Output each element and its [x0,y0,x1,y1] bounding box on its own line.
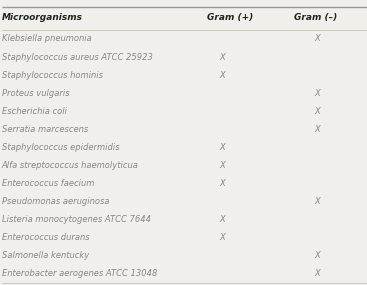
Text: Microorganisms: Microorganisms [2,13,83,22]
Text: Enterobacter aerogenes ATCC 13048: Enterobacter aerogenes ATCC 13048 [2,269,157,278]
Text: Enterococcus faecium: Enterococcus faecium [2,179,94,188]
Text: X: X [219,52,225,62]
Text: Gram (+): Gram (+) [207,13,254,22]
Text: X: X [219,215,225,224]
Text: X: X [315,269,320,278]
Text: Salmonella kentucky: Salmonella kentucky [2,251,89,260]
Text: X: X [219,179,225,188]
Text: Escherichia coli: Escherichia coli [2,107,67,116]
Text: X: X [219,161,225,170]
Text: Gram (–): Gram (–) [294,13,337,22]
Text: Pseudomonas aeruginosa: Pseudomonas aeruginosa [2,197,109,206]
Text: Alfa streptococcus haemolyticua: Alfa streptococcus haemolyticua [2,161,139,170]
Text: X: X [315,197,320,206]
Text: Serratia marcescens: Serratia marcescens [2,125,88,134]
Text: Klebsiella pneumonia: Klebsiella pneumonia [2,34,92,43]
Text: X: X [219,71,225,80]
Text: Staphylococcus epidermidis: Staphylococcus epidermidis [2,143,120,152]
Text: X: X [315,107,320,116]
Text: Staphylococcus aureus ATCC 25923: Staphylococcus aureus ATCC 25923 [2,52,153,62]
Text: X: X [315,34,320,43]
Text: X: X [315,89,320,98]
Text: Proteus vulgaris: Proteus vulgaris [2,89,69,98]
Text: Staphylococcus hominis: Staphylococcus hominis [2,71,103,80]
Text: X: X [315,125,320,134]
Text: X: X [219,143,225,152]
Text: X: X [219,233,225,242]
Text: X: X [315,251,320,260]
Text: Listeria monocytogenes ATCC 7644: Listeria monocytogenes ATCC 7644 [2,215,151,224]
Text: Enterococcus durans: Enterococcus durans [2,233,90,242]
